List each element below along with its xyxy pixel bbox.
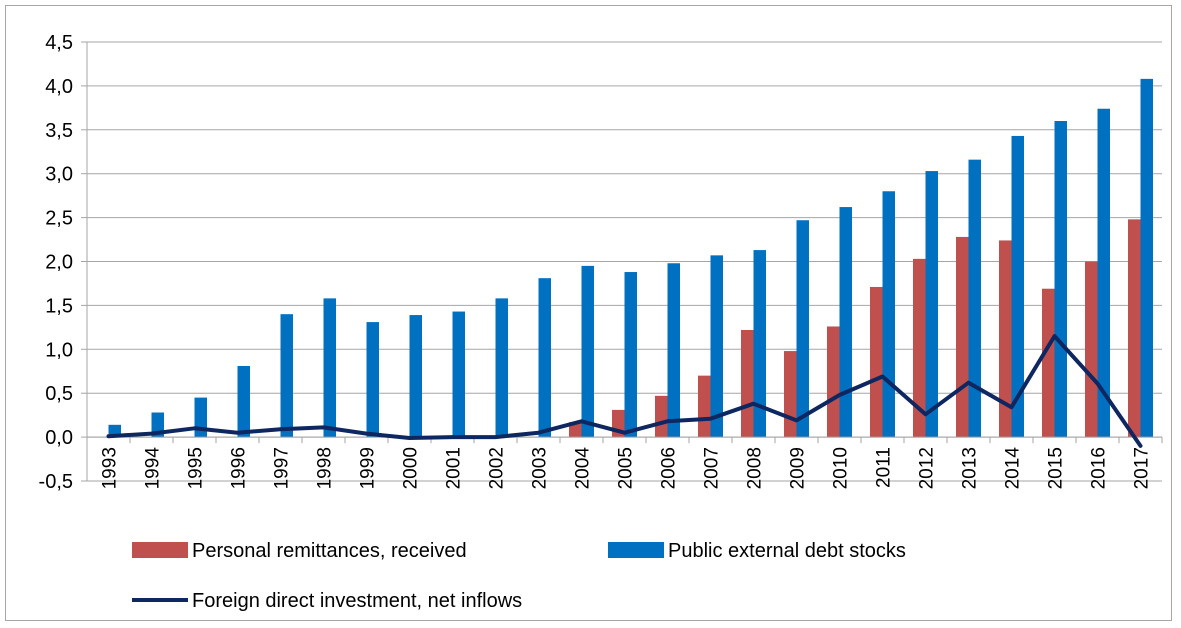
x-tick-label: 2015: [1046, 447, 1067, 489]
y-tick-label: 0,0: [45, 427, 73, 449]
x-tick-label: 2014: [1003, 447, 1024, 490]
axes: [86, 42, 1163, 481]
x-tick-label: 2009: [788, 447, 809, 489]
bar-remittances-2012: [913, 258, 926, 438]
x-tick-label: 1995: [186, 447, 207, 489]
bar-remittances-2015: [1042, 288, 1055, 438]
x-tick-labels: 1993 1994 1995 1996 1997 1998 1999 2000 2001 2002…: [100, 447, 1153, 490]
bar-debt-2014: [1011, 135, 1024, 438]
bar-remittances-2014: [999, 240, 1012, 438]
bar-debt-2007: [710, 255, 723, 438]
x-tick-label: 2005: [616, 447, 637, 489]
bar-debt-2008: [753, 250, 766, 438]
x-tick-label: 2008: [745, 447, 766, 489]
y-tick-label: 3,0: [45, 164, 73, 186]
bar-debt-1999: [366, 322, 379, 438]
legend-swatch-debt: [608, 542, 664, 558]
bar-debt-2006: [667, 263, 680, 438]
y-tick-label: 4,0: [45, 76, 73, 98]
x-tick-label: 2017: [1132, 447, 1153, 489]
bar-debt-2009: [796, 220, 809, 438]
legend-item-remittances: Personal remittances, received: [132, 540, 467, 562]
x-tick-label: 2011: [874, 447, 895, 488]
bar-debt-2005: [624, 272, 637, 438]
y-tick-label: -0,5: [39, 471, 73, 493]
x-tick-label: 2006: [659, 447, 680, 489]
x-tick-label: 2010: [831, 447, 852, 489]
bar-debt-2012: [925, 171, 938, 438]
legend-label-remittances: Personal remittances, received: [192, 540, 467, 562]
bar-remittances-2006: [655, 395, 668, 438]
line-fdi: [106, 334, 1143, 448]
bar-debt-2015: [1054, 121, 1067, 438]
bar-debt-1997: [280, 314, 293, 438]
x-tick-label: 1996: [229, 447, 250, 489]
bar-remittances-2010: [827, 326, 840, 438]
bar-debt-2002: [495, 298, 508, 438]
bar-debt-2011: [882, 191, 895, 438]
bar-debt-2013: [968, 159, 981, 438]
x-tick-label: 2002: [487, 447, 508, 489]
legend-item-fdi: Foreign direct investment, net inflows: [132, 590, 522, 612]
x-tick-label: 2000: [401, 447, 422, 489]
bar-debt-2010: [839, 207, 852, 438]
bar-remittances-2009: [784, 351, 797, 438]
bar-debt-2000: [409, 315, 422, 438]
legend-label-debt: Public external debt stocks: [668, 540, 906, 562]
bars: [108, 78, 1153, 438]
bar-debt-1996: [237, 365, 250, 438]
y-tick-label: 1,5: [45, 295, 73, 317]
bar-remittances-2007: [698, 375, 711, 438]
bar-debt-1998: [323, 298, 336, 438]
x-tick-label: 1993: [100, 447, 121, 489]
bar-debt-2001: [452, 311, 465, 438]
x-tick-label: 2001: [444, 447, 465, 489]
y-tick-label: 2,0: [45, 252, 73, 274]
bar-remittances-2017: [1128, 219, 1141, 438]
bar-remittances-2004: [569, 422, 582, 438]
y-tick-label: 2,5: [45, 208, 73, 230]
y-tick-label: 1,0: [45, 339, 73, 361]
legend-swatch-remittances: [132, 542, 188, 558]
x-tick-label: 1994: [143, 447, 164, 490]
bar-debt-2016: [1097, 108, 1110, 438]
bar-remittances-2011: [870, 286, 883, 438]
lines: [106, 334, 1143, 448]
x-tick-label: 2004: [573, 447, 594, 490]
x-tick-label: 1997: [272, 447, 293, 489]
bar-remittances-2016: [1085, 261, 1098, 438]
y-tick-labels: -0,5 0,0 0,5 1,0 1,5 2,0 2,5 3,0 3,5 4,0 4,5: [39, 32, 73, 493]
legend: Personal remittances, received Public ex…: [132, 540, 906, 612]
y-tick-label: 0,5: [45, 383, 73, 405]
legend-item-debt: Public external debt stocks: [608, 540, 906, 562]
legend-label-fdi: Foreign direct investment, net inflows: [192, 590, 522, 612]
x-tick-label: 2013: [960, 447, 981, 489]
y-tick-label: 3,5: [45, 120, 73, 142]
x-tick-label: 1998: [315, 447, 336, 489]
x-tick-label: 2012: [917, 447, 938, 489]
bar-remittances-2013: [956, 236, 969, 438]
bar-remittances-2008: [741, 329, 754, 438]
x-tick-label: 2016: [1089, 447, 1110, 489]
x-tick-label: 2003: [530, 447, 551, 489]
y-tick-label: 4,5: [45, 32, 73, 54]
x-tick-label: 1999: [358, 447, 379, 489]
bar-debt-2017: [1140, 78, 1153, 438]
bar-debt-2003: [538, 278, 551, 438]
bar-debt-2004: [581, 265, 594, 438]
x-tick-label: 2007: [702, 447, 723, 489]
